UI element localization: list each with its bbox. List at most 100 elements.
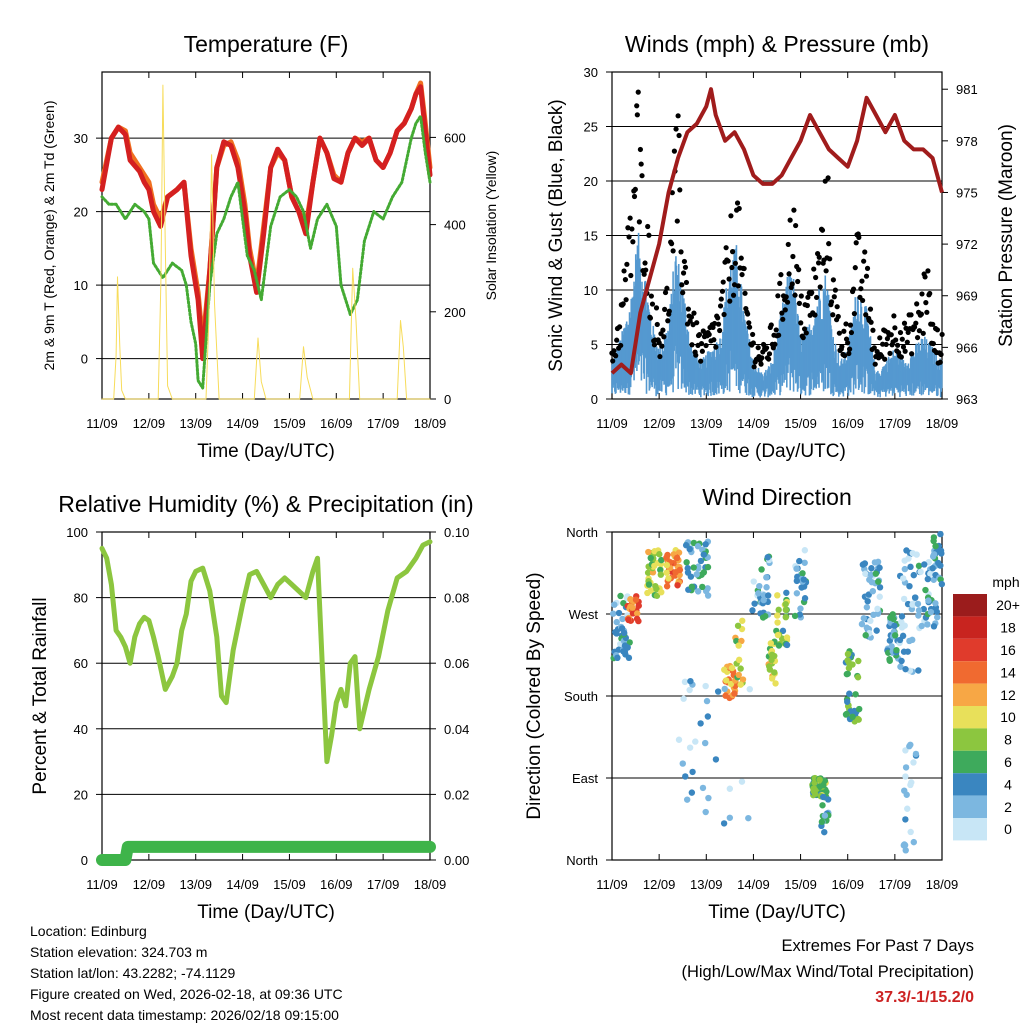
x-tick-label: 15/09 xyxy=(273,877,306,892)
gust-point xyxy=(908,312,914,318)
direction-point xyxy=(821,777,829,784)
gust-point xyxy=(627,215,633,221)
gust-point xyxy=(830,312,836,318)
direction-point xyxy=(738,637,745,645)
direction-point xyxy=(872,570,880,577)
gust-point xyxy=(790,253,796,260)
x-tick-label: 14/09 xyxy=(737,877,770,892)
y2-tick-label: 978 xyxy=(956,134,978,149)
gust-point xyxy=(903,325,909,331)
gust-point xyxy=(691,310,697,316)
gust-point xyxy=(649,301,656,307)
gust-point xyxy=(851,311,857,317)
direction-point xyxy=(694,543,702,550)
direction-point xyxy=(900,842,908,849)
humidity-precip-panel: Relative Humidity (%) & Precipitation (i… xyxy=(30,491,474,923)
gust-point xyxy=(711,320,718,327)
gust-point xyxy=(624,261,630,267)
direction-point xyxy=(922,586,929,594)
direction-point xyxy=(745,814,752,822)
gust-point xyxy=(720,279,726,285)
gust-point xyxy=(773,327,779,333)
gust-point xyxy=(817,284,823,290)
gust-point xyxy=(782,307,788,313)
direction-point xyxy=(765,592,772,599)
gust-point xyxy=(664,285,670,291)
wind-direction-panel: Wind Direction Time (Day/UTC) 11/09 12/09 13… xyxy=(524,484,958,923)
y-tick-label: 0 xyxy=(81,352,88,367)
y-tick-label: 15 xyxy=(584,229,598,244)
gust-point xyxy=(694,320,700,326)
direction-point xyxy=(700,551,707,558)
gust-point xyxy=(795,278,801,285)
direction-point xyxy=(893,646,900,654)
gust-point xyxy=(812,312,818,318)
gust-point xyxy=(715,321,722,327)
gust-point xyxy=(662,306,668,312)
gust-point xyxy=(613,353,619,359)
gust-point xyxy=(815,260,822,266)
direction-point xyxy=(876,584,884,591)
direction-point xyxy=(656,551,663,558)
x-tick-label: 18/09 xyxy=(926,877,959,892)
gust-point xyxy=(798,320,804,326)
gust-point xyxy=(796,300,802,306)
gust-point xyxy=(803,330,809,336)
gust-point xyxy=(660,327,666,333)
direction-point xyxy=(911,594,919,601)
gust-point xyxy=(677,187,683,193)
gust-point xyxy=(856,234,862,240)
direction-point xyxy=(816,783,823,790)
gust-point xyxy=(831,294,837,300)
y-axis-label: Percent & Total Rainfall xyxy=(30,597,51,794)
gust-point xyxy=(813,294,820,301)
direction-point xyxy=(633,615,641,622)
gust-point xyxy=(727,298,733,304)
y-tick-label: South xyxy=(564,689,598,704)
gust-point xyxy=(888,332,894,338)
colorbar-label: 14 xyxy=(1000,664,1016,680)
x-tick-label: 14/09 xyxy=(226,877,259,892)
gust-point xyxy=(635,89,641,95)
direction-point xyxy=(869,587,877,595)
direction-point xyxy=(858,620,866,628)
series-solar-insolation xyxy=(101,84,431,400)
x-tick-label: 13/09 xyxy=(179,877,212,892)
direction-point xyxy=(791,612,799,620)
gust-point xyxy=(621,268,627,274)
direction-point xyxy=(704,713,712,720)
direction-point xyxy=(900,595,908,603)
direction-point xyxy=(721,666,728,673)
direction-point xyxy=(873,627,880,634)
y-tick-label: North xyxy=(566,853,598,868)
y2-tick-label: 0.10 xyxy=(444,525,469,540)
gust-point xyxy=(911,324,918,330)
gust-point xyxy=(835,313,841,320)
series-relative-humidity xyxy=(99,539,433,765)
direction-point xyxy=(775,642,783,649)
x-tick-label: 15/09 xyxy=(273,416,306,431)
gust-point xyxy=(811,266,817,272)
direction-point xyxy=(800,576,808,583)
y2-tick-label: 963 xyxy=(956,392,978,407)
direction-point xyxy=(774,619,781,626)
gust-point xyxy=(892,325,898,331)
gust-point xyxy=(922,274,928,280)
direction-point xyxy=(702,808,709,816)
colorbar-swatch xyxy=(953,750,987,774)
direction-point xyxy=(697,720,704,727)
gust-point xyxy=(813,274,819,281)
gust-point xyxy=(882,356,888,362)
direction-point xyxy=(886,656,893,663)
gust-point xyxy=(654,321,660,328)
gust-point xyxy=(901,320,908,326)
direction-point xyxy=(876,564,883,571)
gust-point xyxy=(645,223,651,230)
gust-point xyxy=(871,345,877,351)
gust-point xyxy=(698,358,704,364)
colorbar-swatch xyxy=(953,795,987,818)
direction-point xyxy=(772,680,779,687)
gust-point xyxy=(819,227,826,233)
gust-point xyxy=(827,256,833,262)
direction-point xyxy=(722,677,730,684)
